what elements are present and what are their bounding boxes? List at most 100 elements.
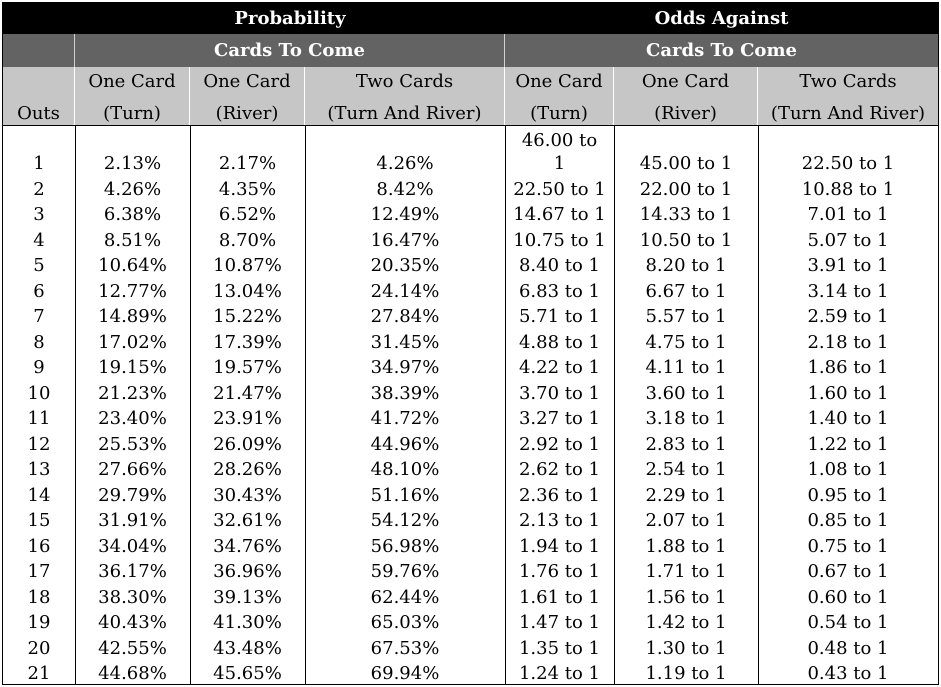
col-label-bottom: (Turn And River) [327,103,482,124]
river-odds-cell: 1.30 to 1 [645,637,727,659]
turn-prob-cell: 25.53% [98,433,167,455]
river-odds-cell: 3.60 to 1 [645,382,727,404]
outs-cell: 20 [27,637,51,659]
river-odds-cell: 4.75 to 1 [645,331,727,353]
outs-cell: 19 [27,612,51,634]
outs-cell: 1 [33,153,45,174]
outs-cell: 10 [27,382,51,404]
col-label-top: One Card [203,71,291,92]
turn-prob-cell: 44.68% [98,663,167,685]
turn-prob-cell: 34.04% [98,535,167,557]
col-turn-prob-header: One Card (Turn) [75,67,190,125]
river-prob-cell: 21.47% [213,382,282,404]
turn-river-odds-cell: 10.88 to 1 [801,178,895,200]
table-row: 15 31.91% 32.61% 54.12% 2.13 to 1 2.07 to 1 0.… [3,509,938,535]
river-prob-cell: 39.13% [213,586,282,608]
column-header-row: Outs One Card (Turn) One Card (River) Tw… [3,67,938,125]
table-row: 11 23.40% 23.91% 41.72% 3.27 to 1 3.18 to 1 1.… [3,407,938,433]
table-row: 4 8.51% 8.70% 16.47% 10.75 to 1 10.50 to 1 5.0… [3,228,938,254]
river-prob-cell: 17.39% [213,331,282,353]
table-row: 5 10.64% 10.87% 20.35% 8.40 to 1 8.20 to 1 3.9… [3,254,938,280]
column-divider [75,126,76,684]
turn-river-prob-cell: 41.72% [370,408,440,430]
column-divider [614,126,615,684]
turn-river-odds-cell: 0.85 to 1 [807,510,889,532]
river-prob-cell: 32.61% [213,510,282,532]
outs-cell: 9 [33,357,45,379]
turn-river-prob-cell: 48.10% [370,459,440,481]
turn-river-odds-cell: 1.22 to 1 [807,433,889,455]
outs-cell: 4 [33,229,45,251]
river-prob-cell: 8.70% [218,229,277,251]
col-river-prob-header: One Card (River) [190,67,305,125]
turn-river-prob-cell: 56.98% [370,535,440,557]
river-odds-cell: 45.00 to 1 [639,153,733,174]
header-row-top: Probability Odds Against [3,3,938,34]
col-label-top: One Card [515,71,603,92]
turn-river-prob-cell: 4.26% [376,153,434,174]
river-prob-cell: 15.22% [213,306,282,328]
odds-against-header: Odds Against [654,7,789,29]
turn-prob-cell: 27.66% [98,459,167,481]
turn-odds-cell: 2.62 to 1 [518,459,601,481]
turn-prob-cell: 6.38% [103,204,162,226]
turn-odds-cell: 2.36 to 1 [518,484,601,506]
river-prob-cell: 6.52% [218,204,277,226]
col-label-top: Two Cards [799,71,897,92]
table-row: 20 42.55% 43.48% 67.53% 1.35 to 1 1.30 to 1 0.… [3,636,938,662]
table-row: 8 17.02% 17.39% 31.45% 4.88 to 1 4.75 to 1 2.1… [3,330,938,356]
turn-river-odds-cell: 3.91 to 1 [807,255,889,277]
turn-prob-cell: 12.77% [98,280,167,302]
turn-river-prob-cell: 54.12% [370,510,440,532]
table-row: 19 40.43% 41.30% 65.03% 1.47 to 1 1.42 to 1 0.… [3,611,938,637]
river-odds-cell: 1.88 to 1 [645,535,727,557]
table-row: 16 34.04% 34.76% 56.98% 1.94 to 1 1.88 to 1 0.… [3,534,938,560]
turn-prob-cell: 10.64% [98,255,167,277]
turn-prob-cell: 17.02% [98,331,167,353]
river-prob-cell: 26.09% [213,433,282,455]
turn-river-odds-cell: 1.60 to 1 [807,382,889,404]
outs-cell: 15 [27,510,51,532]
turn-river-odds-cell: 1.86 to 1 [807,357,889,379]
turn-odds-cell: 1.47 to 1 [518,612,601,634]
turn-odds-cell: 2.13 to 1 [518,510,601,532]
river-prob-cell: 45.65% [213,663,282,685]
header-spacer [3,34,75,67]
turn-river-odds-cell: 0.95 to 1 [807,484,889,506]
outs-cell: 16 [27,535,51,557]
outs-cell: 11 [27,408,51,430]
turn-odds-cell: 46.00 to 1 [521,129,598,174]
turn-odds-cell: 3.70 to 1 [518,382,601,404]
turn-river-prob-cell: 67.53% [370,637,440,659]
turn-river-prob-cell: 44.96% [370,433,440,455]
turn-odds-cell: 1.35 to 1 [518,637,601,659]
outs-cell: 3 [33,204,45,226]
river-odds-cell: 22.00 to 1 [639,178,733,200]
table-row: 2 4.26% 4.35% 8.42% 22.50 to 1 22.00 to 1 10.8… [3,177,938,203]
turn-prob-cell: 19.15% [98,357,167,379]
turn-river-prob-cell: 12.49% [370,204,440,226]
col-label-bottom: (Turn And River) [770,103,926,124]
river-prob-cell: 28.26% [213,459,282,481]
turn-river-odds-cell: 0.67 to 1 [807,561,889,583]
table-body: 1 2.13% 2.17% 4.26% 46.00 to 1 45.00 to 1 22.5… [3,126,938,684]
turn-river-prob-cell: 38.39% [370,382,440,404]
outs-cell: 2 [33,178,45,200]
col-label-bottom: (River) [215,103,279,124]
river-prob-cell: 41.30% [213,612,282,634]
turn-odds-cell: 1.76 to 1 [518,561,601,583]
turn-odds-cell: 4.22 to 1 [518,357,601,379]
river-prob-cell: 10.87% [213,255,282,277]
turn-prob-cell: 42.55% [98,637,167,659]
river-odds-cell: 1.19 to 1 [645,663,727,685]
outs-cell: 8 [33,331,45,353]
river-prob-cell: 34.76% [213,535,282,557]
probability-header: Probability [234,7,346,29]
river-prob-cell: 30.43% [213,484,282,506]
turn-river-odds-cell: 7.01 to 1 [807,204,889,226]
river-odds-cell: 2.54 to 1 [645,459,727,481]
turn-prob-cell: 40.43% [98,612,167,634]
outs-cell: 21 [27,663,51,685]
column-divider [305,126,306,684]
